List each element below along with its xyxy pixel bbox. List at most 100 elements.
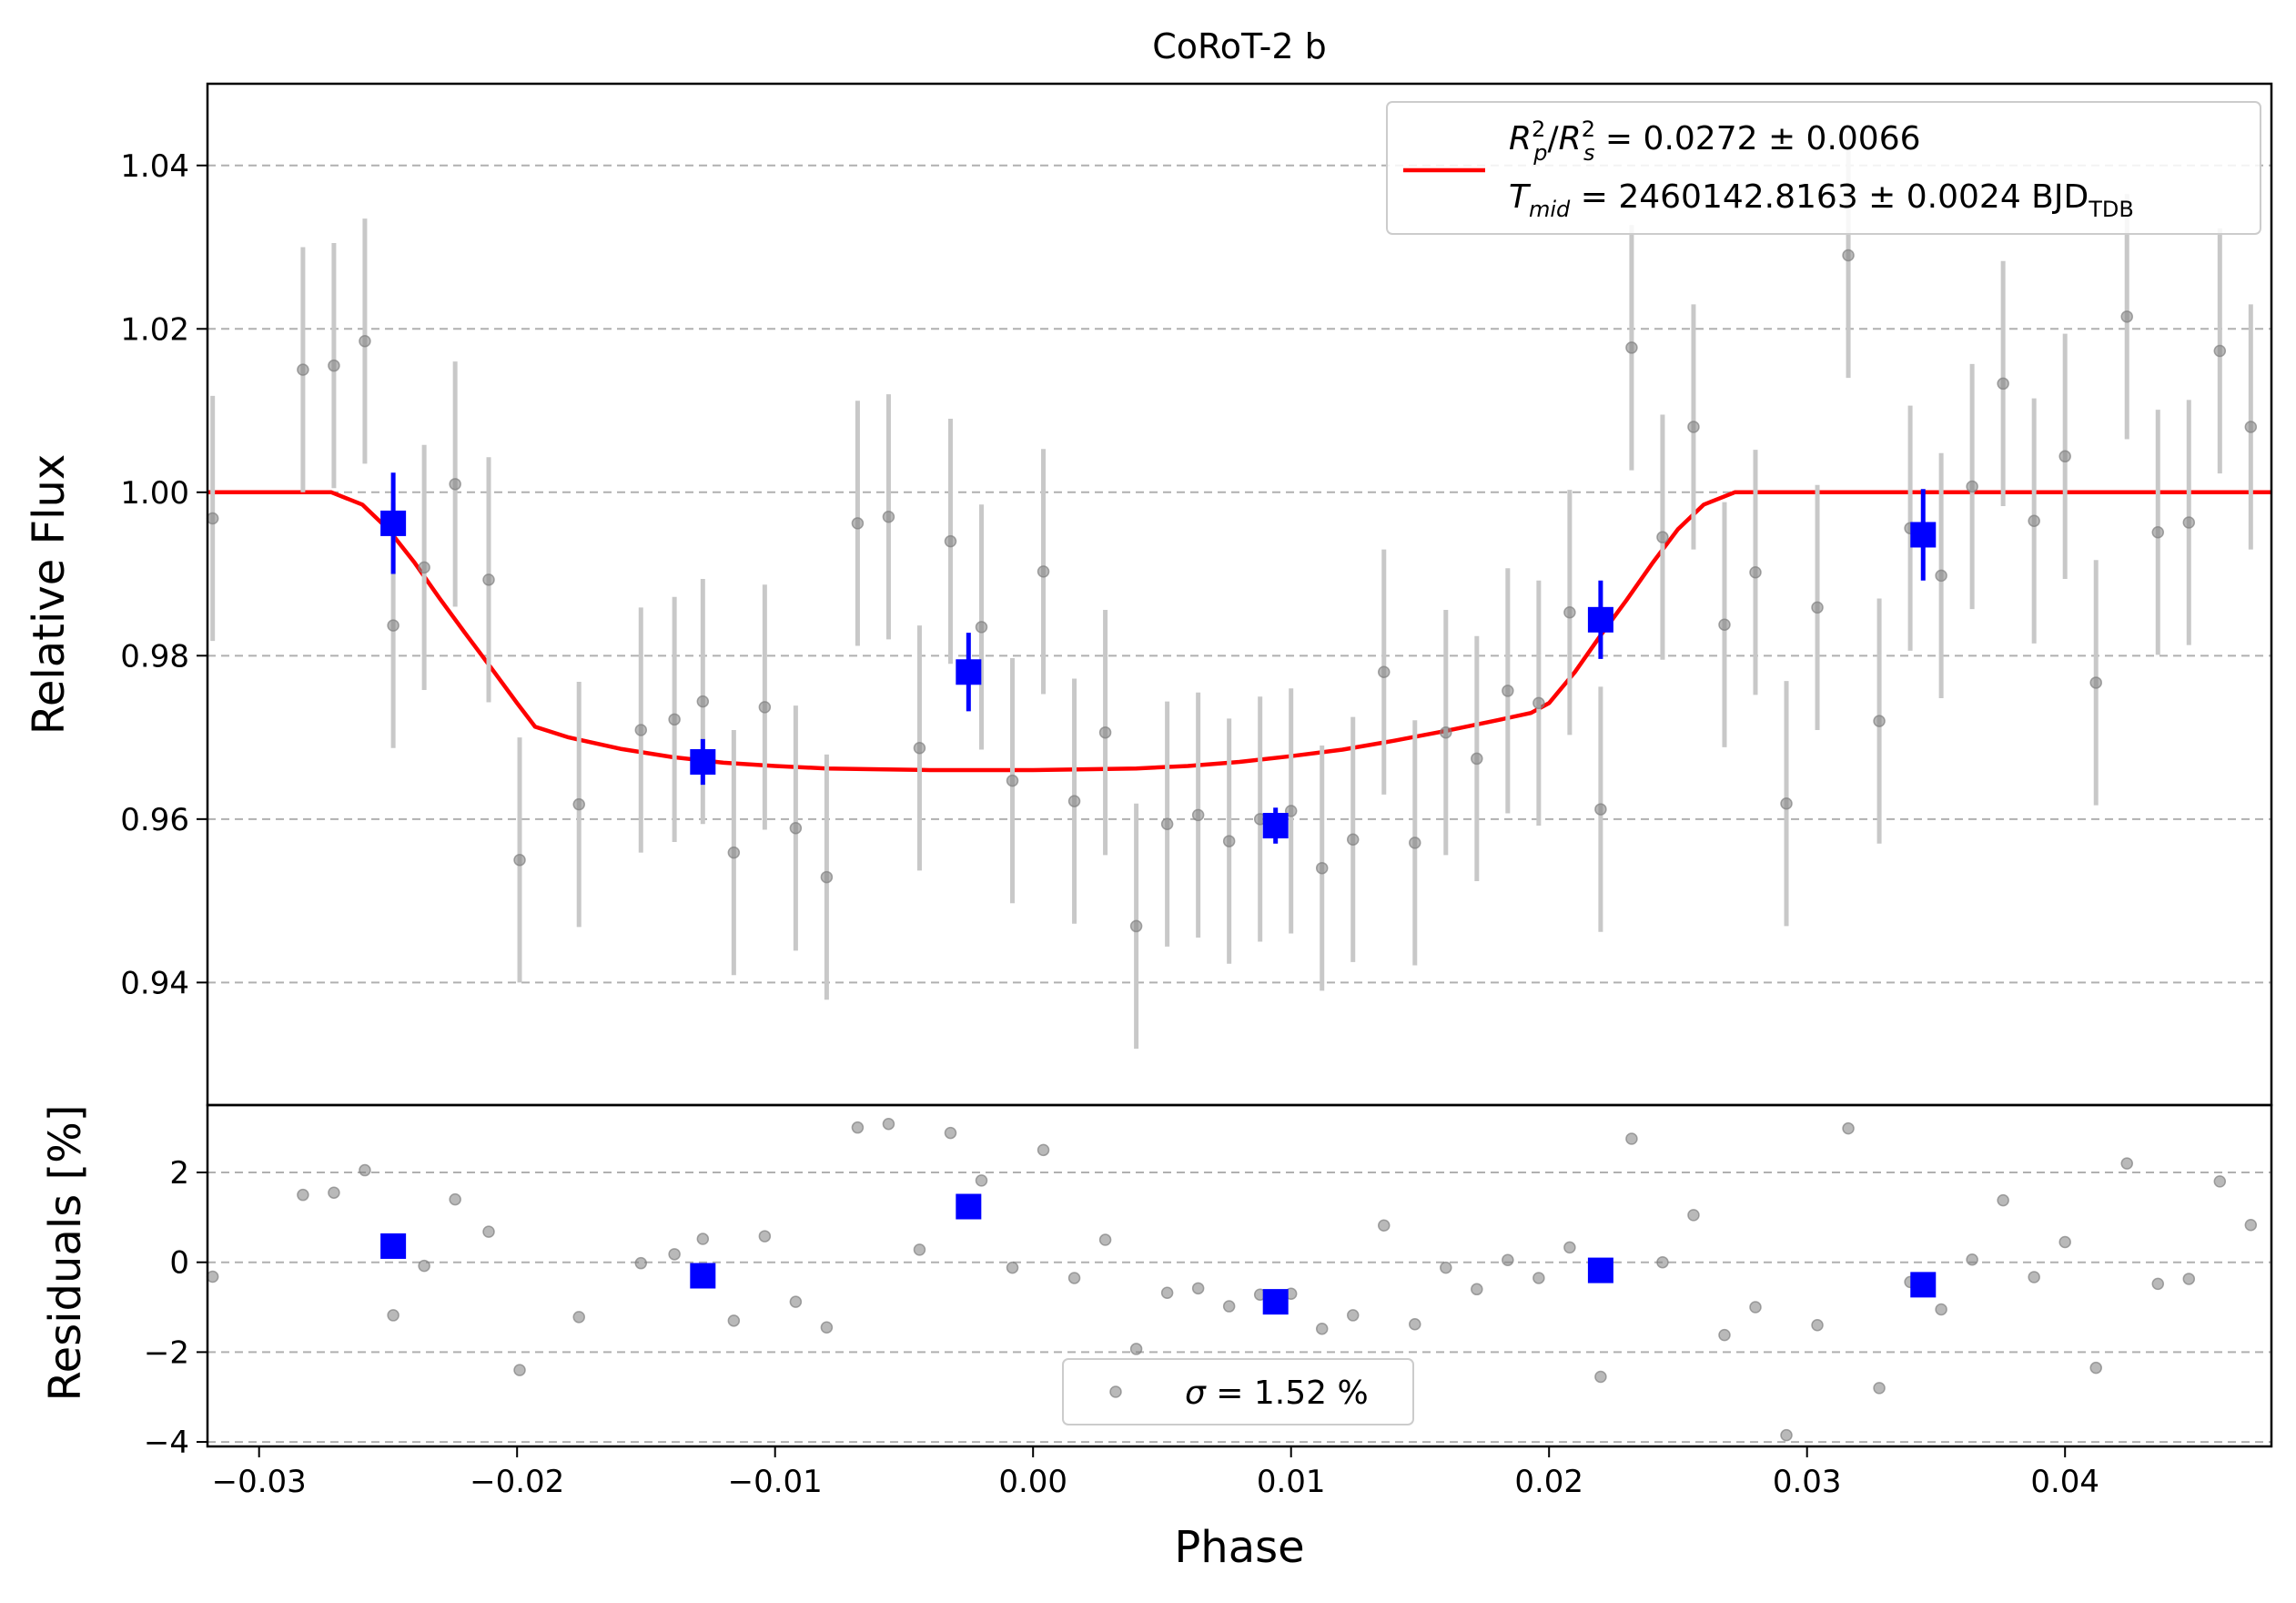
data-point [758,701,772,714]
data-point [297,363,309,376]
data-point [1098,725,1112,739]
residual-point [387,1309,400,1322]
data-point [1315,861,1329,875]
data-point [2244,421,2258,433]
residual-point [297,1188,309,1202]
residuals-legend: σ = 1.52 % [1062,1358,1414,1425]
data-point [913,741,926,755]
data-point [572,797,585,811]
data-point [1037,565,1050,578]
residual-point [1811,1319,1824,1332]
data-point [1935,569,1947,583]
data-point [789,821,803,835]
data-point [944,534,957,548]
data-point [727,846,741,859]
residual-point [1687,1209,1700,1222]
flux-y-ticks: 0.94 0.96 0.98 1.00 1.02 1.04 [120,148,207,1001]
residual-point [482,1225,495,1238]
residual-point [1502,1253,1514,1266]
residual-point [1067,1272,1081,1284]
legend-sigma-text: σ = 1.52 % [1185,1375,1369,1412]
residuals-panel: −4 −2 0 2 −0.03 −0.02 −0.01 0.00 0.01 0.02 0.03 0.… [40,1103,2273,1573]
chart-title: CoRoT-2 b [1152,26,1327,66]
x-tick-label: −0.02 [470,1464,564,1500]
residual-point [513,1364,526,1376]
residual-point [727,1314,741,1327]
residuals-legend-marker [1109,1385,1122,1398]
binned-residual-point [1262,1289,1289,1315]
y-tick-label: −2 [144,1334,189,1371]
data-point [1718,618,1731,631]
residual-point [882,1117,895,1131]
binned-point [1910,522,1937,548]
data-point [1346,833,1360,847]
residuals-grid [207,1172,2271,1444]
data-point [2120,310,2133,323]
residual-point [1471,1283,1483,1296]
residual-point [2213,1175,2227,1188]
binned-point [1262,813,1289,839]
phase-x-ticks: −0.03 −0.02 −0.01 0.00 0.01 0.02 0.03 0.04 [212,1446,2099,1500]
residual-point [2089,1361,2102,1375]
residual-point [1315,1322,1329,1335]
binned-point [956,659,982,685]
residual-point [2120,1157,2133,1170]
residual-point [206,1270,219,1283]
data-point [1160,817,1174,830]
data-point [1502,685,1514,697]
data-point [1811,601,1824,614]
residual-point [1935,1303,1947,1316]
data-point [634,724,648,736]
binned-residual-point [690,1263,716,1289]
residual-point [1997,1193,2009,1207]
binned-residual-point [1587,1257,1613,1283]
data-point [2028,514,2040,527]
data-point [1749,566,1762,579]
x-tick-label: −0.01 [728,1464,823,1500]
data-point [1563,605,1576,619]
residual-point [1440,1261,1452,1274]
residuals-data-points [206,1117,2258,1442]
binned-residual-point [1910,1272,1937,1298]
binned-point [1587,606,1613,633]
residual-point [1191,1282,1205,1295]
residual-point [328,1186,340,1199]
flux-legend-box [1386,101,2261,235]
x-axis-label-phase: Phase [1174,1522,1304,1573]
y-tick-label: −4 [144,1425,189,1461]
residual-point [1037,1143,1050,1157]
data-point [1409,837,1421,849]
data-point [2058,450,2071,463]
data-point [328,359,340,372]
data-point [1129,919,1143,933]
residual-point [1160,1286,1174,1299]
y-axis-label-flux: Relative Flux [24,454,75,736]
residual-point [1378,1219,1391,1232]
x-tick-label: 0.04 [2030,1464,2099,1500]
data-point [1067,795,1081,807]
data-point [2213,344,2227,358]
data-point [1191,808,1205,822]
residual-point [1842,1121,1855,1135]
residual-point [359,1163,371,1177]
data-point [359,334,371,348]
data-point [482,573,495,586]
residual-point [1532,1272,1545,1284]
flux-data-points [206,132,2258,1050]
data-point [820,870,834,884]
data-point [1440,725,1452,739]
data-point [1625,341,1638,354]
data-point [1594,803,1607,816]
binned-residual-point [380,1233,407,1259]
data-point [2182,516,2196,529]
residual-point [1409,1318,1421,1331]
transit-model [207,490,2271,773]
residual-point [449,1192,461,1206]
y-tick-label: 0.94 [120,965,189,1001]
x-tick-label: −0.03 [212,1464,307,1500]
model-curve [207,490,2271,773]
residual-point [1718,1328,1731,1342]
data-point [449,478,461,491]
data-point [1532,696,1545,710]
residual-point [944,1126,957,1140]
